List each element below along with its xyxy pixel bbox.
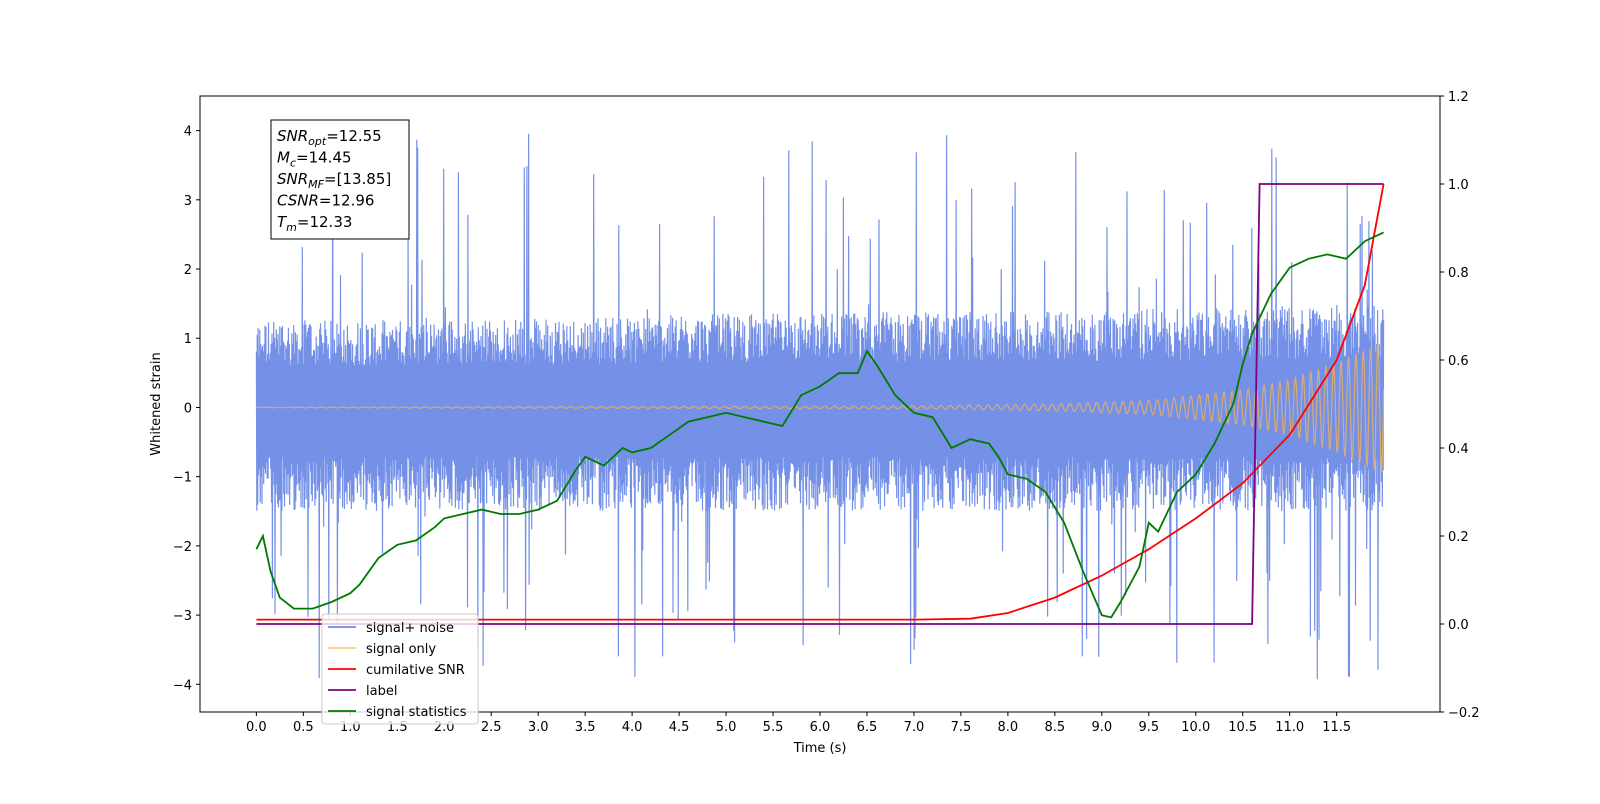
- y2-tick-label: 0.2: [1448, 530, 1469, 545]
- legend-entry-signal-only: signal only: [366, 642, 436, 657]
- info-line: SNRMF=[13.85]: [277, 170, 391, 191]
- x-tick-label: 0.5: [293, 720, 314, 735]
- series-signal-noise: [255, 133, 1385, 680]
- y-axis-label: Whitened strain: [149, 352, 164, 455]
- info-line: Mc=14.45: [277, 149, 352, 170]
- y2-tick-label: 0.8: [1448, 266, 1469, 281]
- y2-tick-label: 1.2: [1448, 90, 1469, 105]
- x-tick-label: 4.0: [622, 720, 643, 735]
- x-tick-label: 5.5: [763, 720, 784, 735]
- legend-entry-cumulative-snr: cumilative SNR: [366, 663, 465, 678]
- legend: signal+ noise signal only cumilative SNR la…: [321, 613, 479, 725]
- legend-frame: [321, 613, 479, 725]
- x-tick-label: 3.5: [575, 720, 596, 735]
- series-signal-only: [256, 344, 1385, 473]
- x-tick-label: 5.0: [716, 720, 737, 735]
- info-box: SNRopt=12.55Mc=14.45SNRMF=[13.85]CSNR=12…: [270, 119, 410, 240]
- series-label: [256, 183, 1384, 625]
- y-tick-label: −4: [173, 678, 192, 693]
- info-line: SNRopt=12.55: [277, 127, 382, 148]
- info-box-frame: [270, 119, 410, 240]
- x-tick-label: 9.0: [1091, 720, 1112, 735]
- x-tick-label: 8.5: [1045, 720, 1066, 735]
- x-axis-label: Time (s): [793, 741, 847, 756]
- y2-tick-label: 0.0: [1448, 618, 1469, 633]
- y-tick-label: 2: [184, 263, 192, 278]
- y2-tick-label: 1.0: [1448, 178, 1469, 193]
- x-tick-label: 7.5: [951, 720, 972, 735]
- x-tick-label: 0.0: [246, 720, 267, 735]
- series-cumulative-snr: [256, 183, 1385, 621]
- y-tick-label: 3: [184, 194, 192, 209]
- x-tick-label: 7.0: [904, 720, 925, 735]
- legend-entry-signal-statistics: signal statistics: [366, 705, 467, 720]
- x-tick-label: 6.0: [810, 720, 831, 735]
- x-tick-label: 3.0: [528, 720, 549, 735]
- x-tick-label: 8.0: [998, 720, 1019, 735]
- info-line: Tm=12.33: [277, 213, 352, 234]
- series-layer: [255, 133, 1385, 680]
- y2-tick-label: 0.6: [1448, 354, 1469, 369]
- x-tick-label: 11.0: [1275, 720, 1304, 735]
- legend-entry-label: label: [366, 684, 397, 699]
- y2-tick-label: 0.4: [1448, 442, 1469, 457]
- x-tick-label: 4.5: [669, 720, 690, 735]
- x-tick-label: 6.5: [857, 720, 878, 735]
- series-signal-statistics: [255, 231, 1384, 619]
- legend-entry-signal-noise: signal+ noise: [366, 621, 454, 636]
- x-tick-label: 10.5: [1228, 720, 1257, 735]
- y-tick-label: 4: [184, 125, 192, 140]
- y-tick-label: 1: [184, 332, 192, 347]
- x-tick-label: 2.5: [481, 720, 502, 735]
- x-tick-label: 9.5: [1138, 720, 1159, 735]
- x-tick-label: 11.5: [1322, 720, 1351, 735]
- y2-tick-label: −0.2: [1448, 706, 1480, 721]
- x-tick-label: 10.0: [1181, 720, 1210, 735]
- y-tick-label: −1: [173, 471, 192, 486]
- y-tick-label: 0: [184, 401, 192, 416]
- axes-layer: 0.0 0.5 1.0 1.5 2.0 2.5 3.0 3.5 4.0 4.5 5.0 5.5 6.0 6…: [173, 90, 1480, 735]
- y-tick-label: −3: [173, 609, 192, 624]
- y-tick-label: −2: [173, 540, 192, 555]
- info-line: CSNR=12.96: [277, 192, 374, 210]
